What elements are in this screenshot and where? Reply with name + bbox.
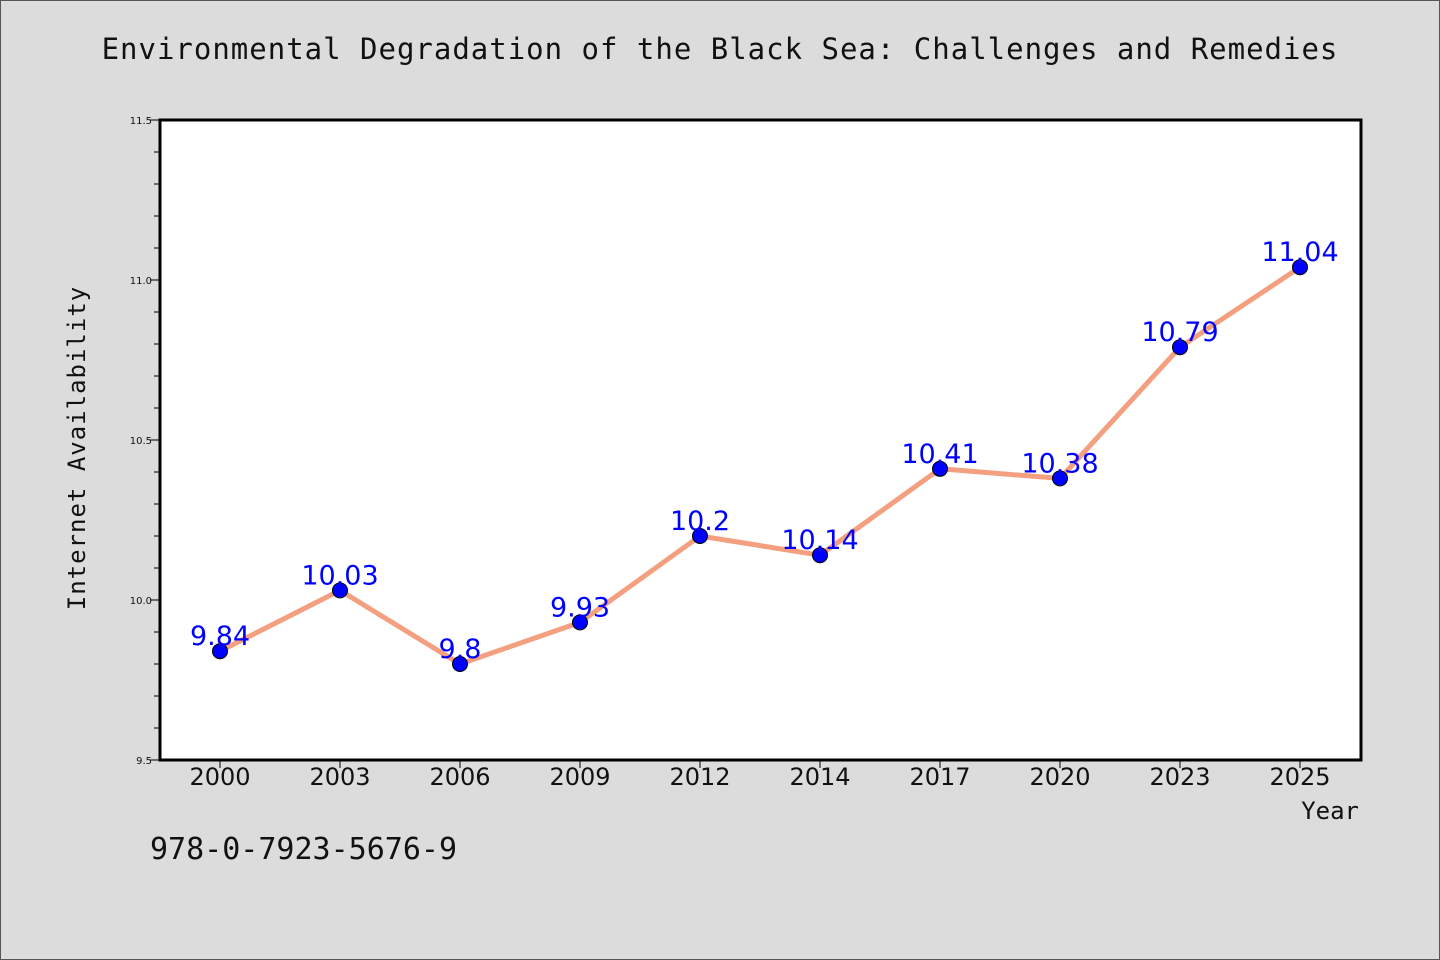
- data-point: [212, 643, 228, 660]
- isbn-text: 978-0-7923-5676-9: [150, 832, 458, 867]
- data-point: [1052, 470, 1068, 487]
- x-tick-label: 2014: [789, 763, 850, 791]
- data-label: 10.2: [670, 506, 730, 537]
- x-tick-label: 2006: [429, 763, 490, 791]
- data-markers: [212, 259, 1308, 672]
- x-tick-label: 2023: [1149, 763, 1210, 791]
- data-label: 9.8: [439, 634, 482, 665]
- x-tick-label: 2000: [189, 763, 250, 791]
- data-label: 10.14: [781, 525, 858, 556]
- x-tick-label: 2017: [909, 763, 970, 791]
- x-tick-label: 2012: [669, 763, 730, 791]
- data-point: [692, 528, 708, 544]
- series-line: [218, 265, 1302, 667]
- data-labels: 9.84 10.03 9.8 9.93 10.2 10.14 10.41 10.38 10.79…: [190, 237, 1339, 665]
- data-label: 10.79: [1141, 317, 1218, 348]
- y-axis-label: Internet Availability: [63, 286, 91, 610]
- x-tick-label: 2020: [1029, 763, 1090, 791]
- data-point: [452, 656, 468, 672]
- y-tick-label: 9.5: [136, 756, 152, 767]
- plot-area: [158, 118, 1363, 762]
- y-tick-label: 10.5: [130, 436, 152, 447]
- data-point: [812, 547, 828, 564]
- data-point: [1292, 259, 1308, 276]
- data-label: 10.41: [901, 439, 978, 470]
- data-point: [932, 460, 948, 477]
- y-tick-label: 10.0: [130, 596, 152, 607]
- data-label: 9.93: [550, 592, 610, 623]
- chart-title: Environmental Degradation of the Black S…: [101, 32, 1339, 66]
- data-point: [1172, 339, 1188, 356]
- y-tick-label: 11.0: [130, 276, 152, 287]
- y-tick-label: 11.5: [130, 116, 152, 127]
- data-label: 10.03: [301, 560, 378, 591]
- data-point: [572, 614, 588, 631]
- x-tick-label: 2009: [549, 763, 610, 791]
- x-tick-label: 2003: [309, 763, 370, 791]
- data-point: [332, 582, 348, 599]
- data-label: 11.04: [1261, 237, 1338, 268]
- x-tick-label: 2025: [1269, 763, 1330, 791]
- data-label: 10.38: [1021, 448, 1098, 479]
- y-axis: 9.5 10.0 10.5 11.0 11.5: [130, 116, 160, 767]
- x-axis: 2000 2003 2006 2009 2012 2014 2017 2020 2023 2025: [189, 760, 1331, 791]
- data-label: 9.84: [190, 621, 250, 652]
- x-axis-label: Year: [1301, 797, 1359, 825]
